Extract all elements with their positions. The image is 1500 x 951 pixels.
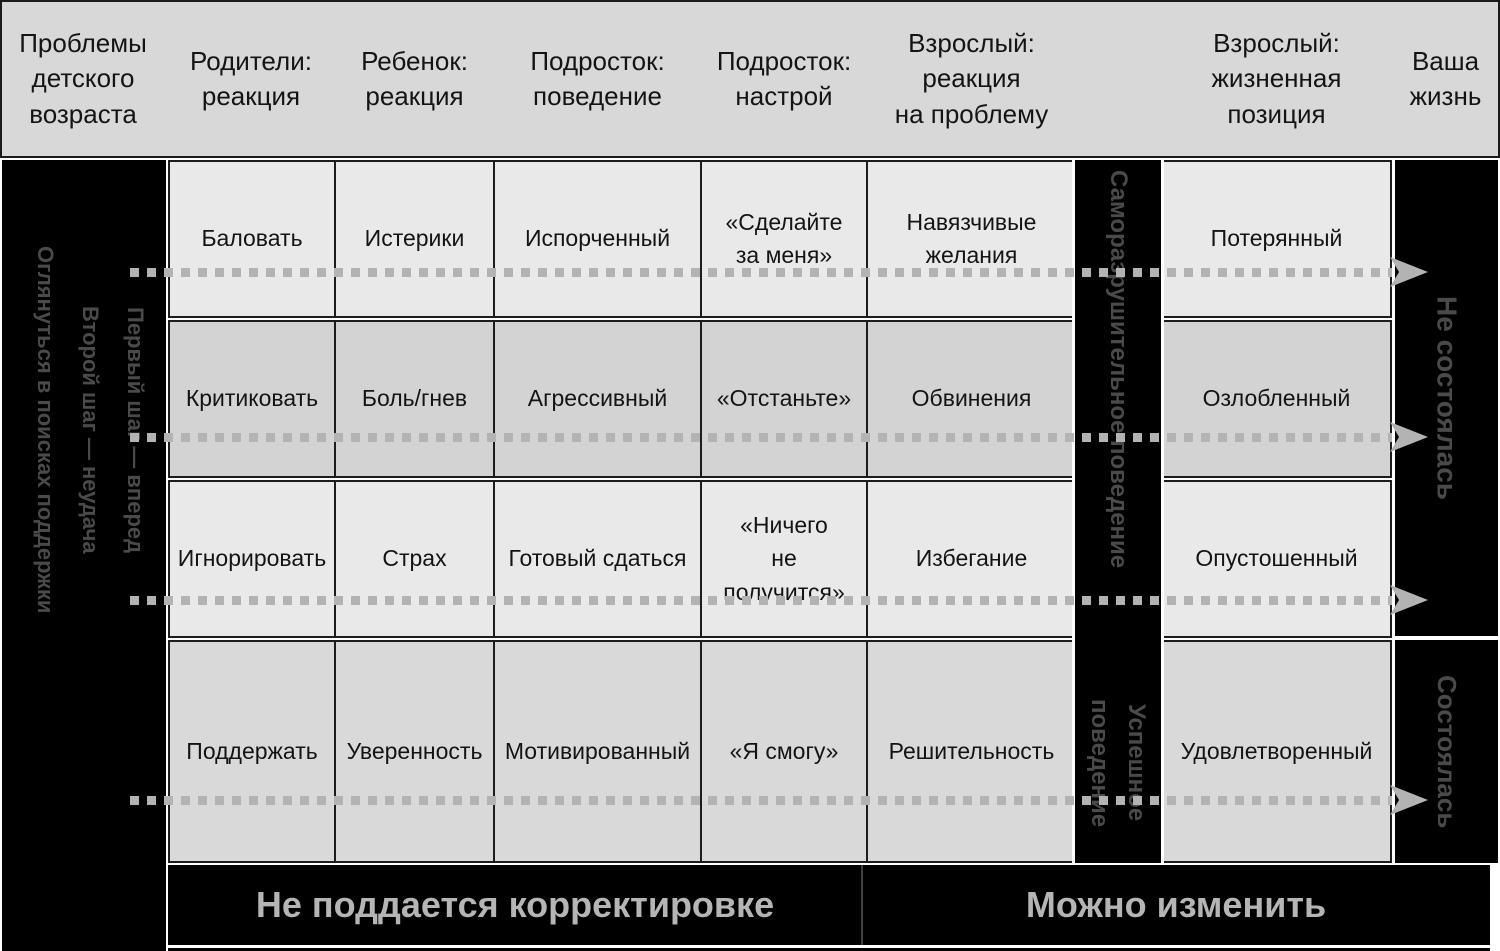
left-steps-panel: Первый шаг — вперед Второй шаг — неудача… — [2, 160, 166, 951]
footer-divider — [861, 865, 863, 945]
grid-cell: Решительность — [868, 642, 1077, 861]
grid-row: Критиковать Боль/гнев Агрессивный «Отста… — [168, 320, 1392, 478]
destructive-behavior-label: Саморазрушительное поведение — [1105, 170, 1132, 569]
column-header-adult-reaction: Взрослый: реакция на проблему — [894, 28, 1049, 129]
grid-cell: Готовый сдаться — [495, 482, 702, 636]
grid-cell: Озлобленный — [1202, 385, 1351, 412]
header-band — [0, 0, 1500, 158]
column-header-teen-attitude: Подросток: настрой — [716, 45, 852, 111]
footer-not-correctable-label: Не поддается корректировке — [255, 884, 775, 925]
dotted-arrow-line — [130, 596, 1392, 605]
life-failed-panel: Не состоялась — [1395, 160, 1498, 636]
grid-cell: Навязчивые желания — [868, 162, 1077, 316]
grid-cell: «Я смогу» — [702, 642, 868, 861]
grid-row: Баловать Истерики Испорченный «Сделайте … — [168, 160, 1392, 318]
life-succeeded-label: Состоялась — [1432, 674, 1462, 829]
arrow-right-icon — [1390, 785, 1428, 815]
grid-cell: Баловать — [170, 162, 336, 316]
grid-cell: Страх — [336, 482, 495, 636]
grid-cell: Удовлетворенный — [1180, 737, 1373, 764]
grid-cell: Агрессивный — [495, 322, 702, 476]
grid-cell: «Сделайте за меня» — [702, 162, 868, 316]
arrow-right-icon — [1390, 585, 1428, 615]
grid-cell: Потерянный — [1210, 225, 1343, 252]
grid-row: Поддержать Уверенность Мотивированный «Я… — [168, 640, 1392, 863]
arrow-right-icon — [1390, 257, 1428, 287]
grid-cell: Опустошенный — [1195, 545, 1358, 572]
grid-cell: Критиковать — [170, 322, 336, 476]
dotted-arrow-line — [130, 268, 1392, 277]
grid-row: Игнорировать Страх Готовый сдаться «Ниче… — [168, 480, 1392, 638]
grid-cell: Мотивированный — [495, 642, 702, 861]
grid-cell: «Ничего не получится» — [702, 482, 868, 636]
life-succeeded-panel: Состоялась — [1395, 640, 1498, 863]
column-header-parents: Родители: реакция — [190, 45, 312, 111]
column-header-problems: Проблемы детского возраста — [19, 28, 147, 129]
grid-cell: Избегание — [868, 482, 1077, 636]
grid-cell: Испорченный — [495, 162, 702, 316]
grid-cell: Обвинения — [868, 322, 1077, 476]
column-header-child: Ребенок: реакция — [361, 45, 468, 111]
bottom-border-line — [168, 948, 1490, 951]
life-failed-label: Не состоялась — [1431, 295, 1463, 500]
grid-cell: Поддержать — [170, 642, 336, 861]
footer-can-change-label: Можно изменить — [1025, 884, 1327, 925]
column-header-adult-position: Взрослый: жизненная позиция — [1211, 28, 1342, 129]
successful-behavior-label: Успешное поведение — [1086, 698, 1151, 828]
grid-cell: Игнорировать — [170, 482, 336, 636]
column-header-teen-behavior: Подросток: поведение — [530, 45, 665, 111]
left-steps-label: Первый шаг — вперед Второй шаг — неудача… — [32, 246, 148, 614]
column-header-your-life: Ваша жизнь — [1409, 45, 1482, 111]
behavior-strip-panel: Саморазрушительное поведение Успешное по… — [1072, 160, 1164, 863]
grid-cell: Истерики — [336, 162, 495, 316]
footer-bar: Не поддается корректировке Можно изменит… — [168, 865, 1490, 945]
grid-cell: Боль/гнев — [336, 322, 495, 476]
dotted-arrow-line — [130, 796, 1392, 805]
grid-cell: «Отстаньте» — [702, 322, 868, 476]
arrow-right-icon — [1390, 422, 1428, 452]
grid-cell: Уверенность — [336, 642, 495, 861]
dotted-arrow-line — [130, 433, 1392, 442]
